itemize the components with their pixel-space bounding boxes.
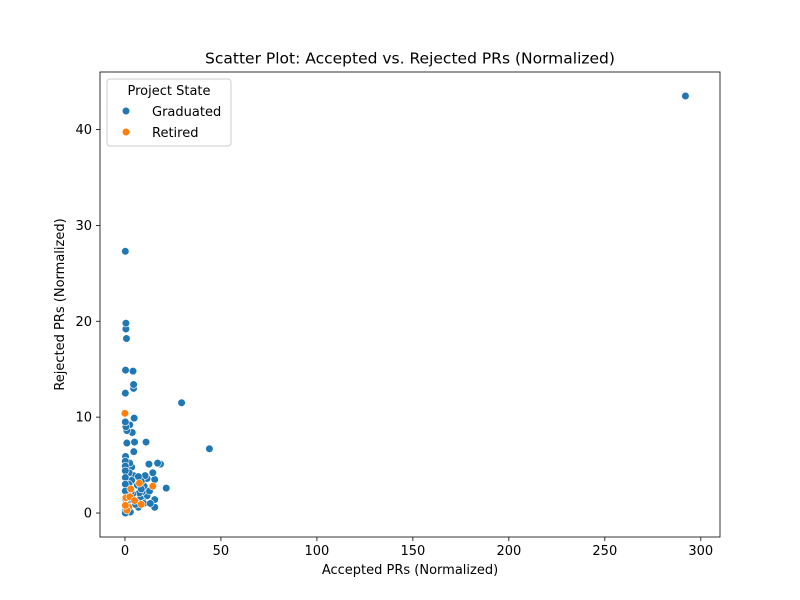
x-axis-label: Accepted PRs (Normalized) — [322, 563, 498, 578]
graduated-point — [134, 472, 143, 481]
chart-title: Scatter Plot: Accepted vs. Rejected PRs … — [205, 50, 615, 68]
graduated-point — [130, 437, 139, 447]
graduated-point — [153, 459, 162, 468]
x-tick-label: 0 — [121, 544, 129, 559]
legend-marker-graduated — [121, 106, 131, 116]
graduated-point — [681, 91, 690, 101]
graduated-point — [130, 414, 139, 423]
y-tick-label: 30 — [75, 219, 92, 234]
retired-point — [126, 484, 135, 494]
legend: Project State Graduated Retired — [106, 78, 232, 147]
series-graduated — [121, 91, 690, 518]
graduated-point — [177, 398, 186, 407]
x-tick-label: 300 — [688, 544, 713, 559]
plot-area — [120, 91, 690, 518]
retired-point — [135, 479, 144, 488]
graduated-point — [128, 367, 138, 376]
graduated-point — [129, 447, 138, 456]
y-tick-label: 10 — [75, 411, 92, 426]
graduated-point — [121, 389, 130, 398]
graduated-point — [148, 468, 157, 477]
y-tick-label: 0 — [84, 507, 92, 522]
x-tick-label: 50 — [213, 544, 230, 559]
axes-frame — [99, 71, 721, 538]
y-axis: 0 10 20 30 40 — [75, 123, 100, 522]
graduated-point — [122, 438, 131, 448]
retired-point — [148, 482, 157, 491]
graduated-point — [122, 334, 131, 343]
legend-label-graduated: Graduated — [152, 105, 221, 120]
legend-marker-retired — [121, 127, 131, 137]
graduated-point — [144, 460, 154, 469]
legend-label-retired: Retired — [152, 126, 198, 141]
graduated-point — [205, 444, 214, 453]
legend-box — [106, 78, 232, 147]
graduated-point — [121, 319, 131, 328]
legend-title: Project State — [127, 84, 210, 99]
y-tick-label: 20 — [75, 315, 92, 330]
retired-point — [137, 500, 146, 509]
retired-point — [121, 501, 130, 510]
graduated-point — [141, 437, 151, 447]
y-axis-label: Rejected PRs (Normalized) — [53, 218, 68, 390]
graduated-point — [150, 475, 159, 484]
x-tick-label: 100 — [304, 544, 329, 559]
x-tick-label: 150 — [400, 544, 425, 559]
x-tick-label: 200 — [496, 544, 521, 559]
graduated-point — [121, 366, 130, 375]
x-tick-label: 250 — [592, 544, 617, 559]
graduated-point — [121, 247, 130, 256]
graduated-point — [146, 499, 155, 508]
series-retired — [120, 409, 157, 515]
retired-point — [130, 496, 139, 505]
x-axis: 0 50 100 150 200 250 300 — [121, 537, 713, 559]
graduated-point — [162, 484, 171, 493]
graduated-point — [121, 417, 130, 427]
y-tick-label: 40 — [75, 123, 92, 138]
retired-point — [120, 409, 130, 418]
graduated-point — [129, 380, 138, 389]
